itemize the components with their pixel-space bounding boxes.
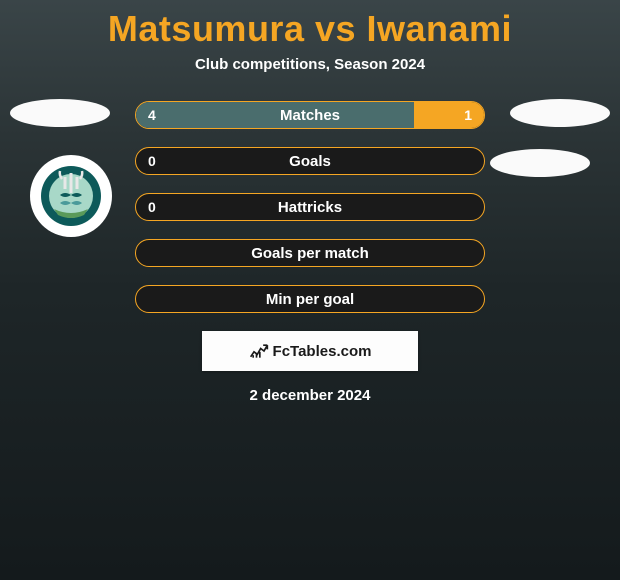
stat-value-left: 0: [136, 148, 168, 174]
watermark-text: FcTables.com: [273, 343, 372, 360]
stat-bar-goals: Goals0: [135, 147, 485, 175]
comparison-panel: Matches41Goals0Hattricks0Goals per match…: [0, 101, 620, 404]
stat-label: Min per goal: [136, 286, 484, 312]
stat-bar-matches: Matches4 1: [135, 101, 485, 129]
date-label: 2 december 2024: [10, 387, 610, 404]
shonan-badge-icon: [40, 165, 102, 227]
stat-bar-min-per-goal: Min per goal: [135, 285, 485, 313]
page-subtitle: Club competitions, Season 2024: [0, 56, 620, 73]
stat-label: Goals per match: [136, 240, 484, 266]
player-right-avatar-placeholder: [510, 99, 610, 127]
team-left-badge: [30, 155, 112, 237]
stat-label: Goals: [136, 148, 484, 174]
player-left-avatar-placeholder: [10, 99, 110, 127]
page-title: Matsumura vs Iwanami: [0, 0, 620, 50]
stat-label: Hattricks: [136, 194, 484, 220]
fctables-logo-icon: [249, 343, 269, 359]
stat-value-left: 4: [136, 102, 168, 128]
stat-label: Matches: [136, 102, 484, 128]
stat-bar-hattricks: Hattricks0: [135, 193, 485, 221]
watermark-box: FcTables.com: [202, 331, 418, 371]
team-right-badge-placeholder: [490, 149, 590, 177]
stat-value-right: 1: [452, 102, 484, 128]
stat-value-left: 0: [136, 194, 168, 220]
stats-column: Matches41Goals0Hattricks0Goals per match…: [135, 101, 485, 313]
stat-bar-goals-per-match: Goals per match: [135, 239, 485, 267]
